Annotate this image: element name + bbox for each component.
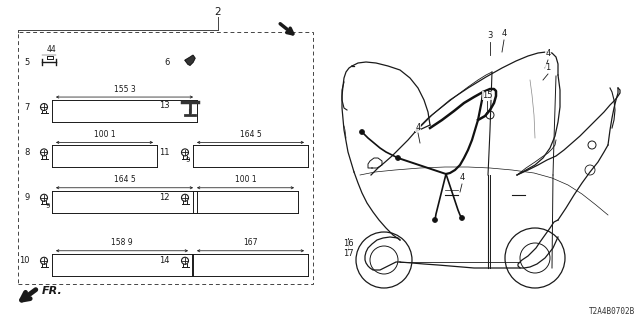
Text: 10: 10 <box>19 256 30 265</box>
Circle shape <box>396 156 401 161</box>
Polygon shape <box>185 55 195 65</box>
Text: 2: 2 <box>214 7 221 17</box>
Text: 100 1: 100 1 <box>93 130 115 139</box>
Text: 4: 4 <box>545 50 550 59</box>
Text: 11: 11 <box>159 148 170 157</box>
Text: 9: 9 <box>45 203 50 209</box>
Text: 167: 167 <box>243 238 258 247</box>
Text: 4: 4 <box>501 29 507 38</box>
Text: 5: 5 <box>25 58 30 67</box>
Text: 100 1: 100 1 <box>235 175 256 184</box>
Text: 13: 13 <box>159 100 170 109</box>
Text: 9: 9 <box>25 193 30 202</box>
Text: 15: 15 <box>482 91 492 100</box>
Text: 14: 14 <box>159 256 170 265</box>
Text: 8: 8 <box>24 148 30 157</box>
Text: 3: 3 <box>487 31 493 41</box>
Text: 44: 44 <box>47 45 57 54</box>
Text: 6: 6 <box>164 58 170 67</box>
Text: 158 9: 158 9 <box>111 238 133 247</box>
Text: 12: 12 <box>159 193 170 202</box>
Text: 1: 1 <box>545 63 550 73</box>
Circle shape <box>460 215 465 220</box>
Text: 16: 16 <box>342 239 353 249</box>
Bar <box>18 32 313 284</box>
Text: 164 5: 164 5 <box>114 175 136 184</box>
Text: 4: 4 <box>460 173 465 182</box>
Text: 17: 17 <box>342 250 353 259</box>
Text: 4: 4 <box>415 123 420 132</box>
Text: 155 3: 155 3 <box>114 84 136 93</box>
Text: 9: 9 <box>186 157 190 164</box>
Circle shape <box>433 218 438 222</box>
Text: 164 5: 164 5 <box>239 130 261 139</box>
Text: 7: 7 <box>24 102 30 112</box>
Circle shape <box>360 130 365 134</box>
Text: T2A4B0702B: T2A4B0702B <box>589 308 635 316</box>
Text: FR.: FR. <box>42 286 63 296</box>
